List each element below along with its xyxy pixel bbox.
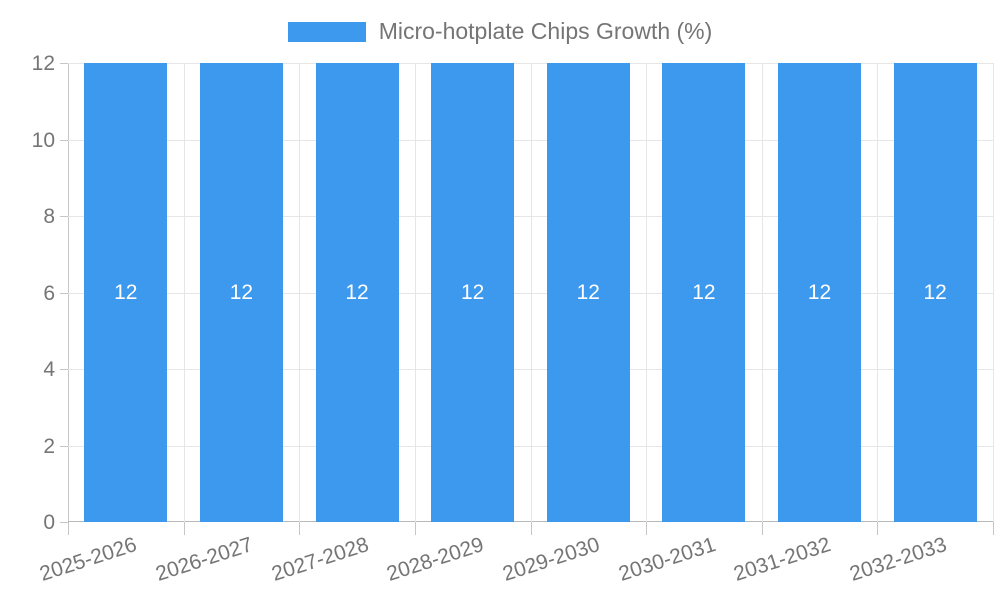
bar-value-label: 12 bbox=[114, 280, 138, 304]
y-tick-label: 4 bbox=[43, 358, 55, 381]
gridline-vertical bbox=[877, 63, 879, 522]
x-tick-label: 2027-2028 bbox=[268, 533, 372, 586]
gridline-vertical bbox=[183, 63, 185, 522]
y-tick-label: 2 bbox=[43, 434, 55, 458]
bar[interactable]: 12 bbox=[893, 63, 977, 522]
x-tick-label: 2030-2031 bbox=[615, 533, 719, 586]
y-axis-tick bbox=[60, 63, 68, 64]
x-axis-tick bbox=[646, 522, 648, 535]
legend-label: Micro-hotplate Chips Growth (%) bbox=[378, 18, 713, 44]
y-axis-tick bbox=[60, 445, 68, 447]
bar[interactable]: 12 bbox=[778, 63, 862, 522]
x-tick-label: 2029-2030 bbox=[499, 533, 603, 586]
x-tick-label: 2031-2032 bbox=[731, 533, 834, 586]
gridline-vertical bbox=[299, 63, 301, 522]
bar[interactable]: 12 bbox=[431, 63, 515, 522]
gridline-vertical bbox=[993, 63, 994, 522]
x-axis-tick bbox=[761, 522, 763, 535]
x-tick-label: 2032-2033 bbox=[846, 533, 950, 586]
bar-value-label: 12 bbox=[461, 280, 485, 304]
y-tick-label: 12 bbox=[31, 52, 55, 75]
gridline-vertical bbox=[530, 63, 532, 522]
bar[interactable]: 12 bbox=[546, 63, 630, 522]
bar-value-label: 12 bbox=[692, 280, 716, 304]
y-axis-tick bbox=[60, 139, 68, 141]
bar[interactable]: 12 bbox=[315, 63, 399, 522]
bar[interactable]: 12 bbox=[84, 63, 168, 522]
x-tick-label: 2025-2026 bbox=[37, 533, 140, 586]
bar[interactable]: 12 bbox=[199, 63, 283, 522]
legend[interactable]: Micro-hotplate Chips Growth (%) bbox=[0, 20, 1000, 43]
y-axis-tick bbox=[60, 369, 68, 370]
bar-value-label: 12 bbox=[923, 280, 947, 304]
gridline-vertical bbox=[414, 63, 416, 522]
x-axis-tick bbox=[414, 522, 416, 535]
x-axis-tick bbox=[530, 522, 532, 535]
legend-swatch-icon bbox=[287, 21, 366, 42]
x-axis-tick bbox=[993, 522, 994, 535]
bar-value-label: 12 bbox=[807, 280, 832, 304]
y-tick-label: 6 bbox=[43, 281, 55, 305]
x-axis-tick bbox=[299, 522, 301, 535]
gridline-vertical bbox=[646, 63, 648, 522]
y-tick-label: 0 bbox=[43, 511, 55, 534]
bar-value-label: 12 bbox=[576, 280, 600, 304]
y-axis-tick bbox=[60, 216, 68, 217]
y-axis-tick bbox=[60, 292, 68, 294]
plot-area: 12 12 12 12 12 12 12 12 bbox=[68, 63, 994, 522]
x-axis-tick bbox=[68, 522, 69, 535]
bar[interactable]: 12 bbox=[662, 63, 746, 522]
x-axis-tick bbox=[877, 522, 879, 535]
x-axis-tick bbox=[183, 522, 185, 535]
bar-value-label: 12 bbox=[229, 280, 254, 304]
y-axis-tick bbox=[60, 522, 68, 523]
x-tick-label: 2028-2029 bbox=[384, 533, 487, 586]
y-tick-label: 10 bbox=[31, 128, 55, 152]
y-tick-label: 8 bbox=[43, 205, 55, 228]
x-tick-label: 2026-2027 bbox=[152, 533, 256, 586]
bar-value-label: 12 bbox=[345, 280, 369, 304]
gridline-vertical bbox=[761, 63, 763, 522]
